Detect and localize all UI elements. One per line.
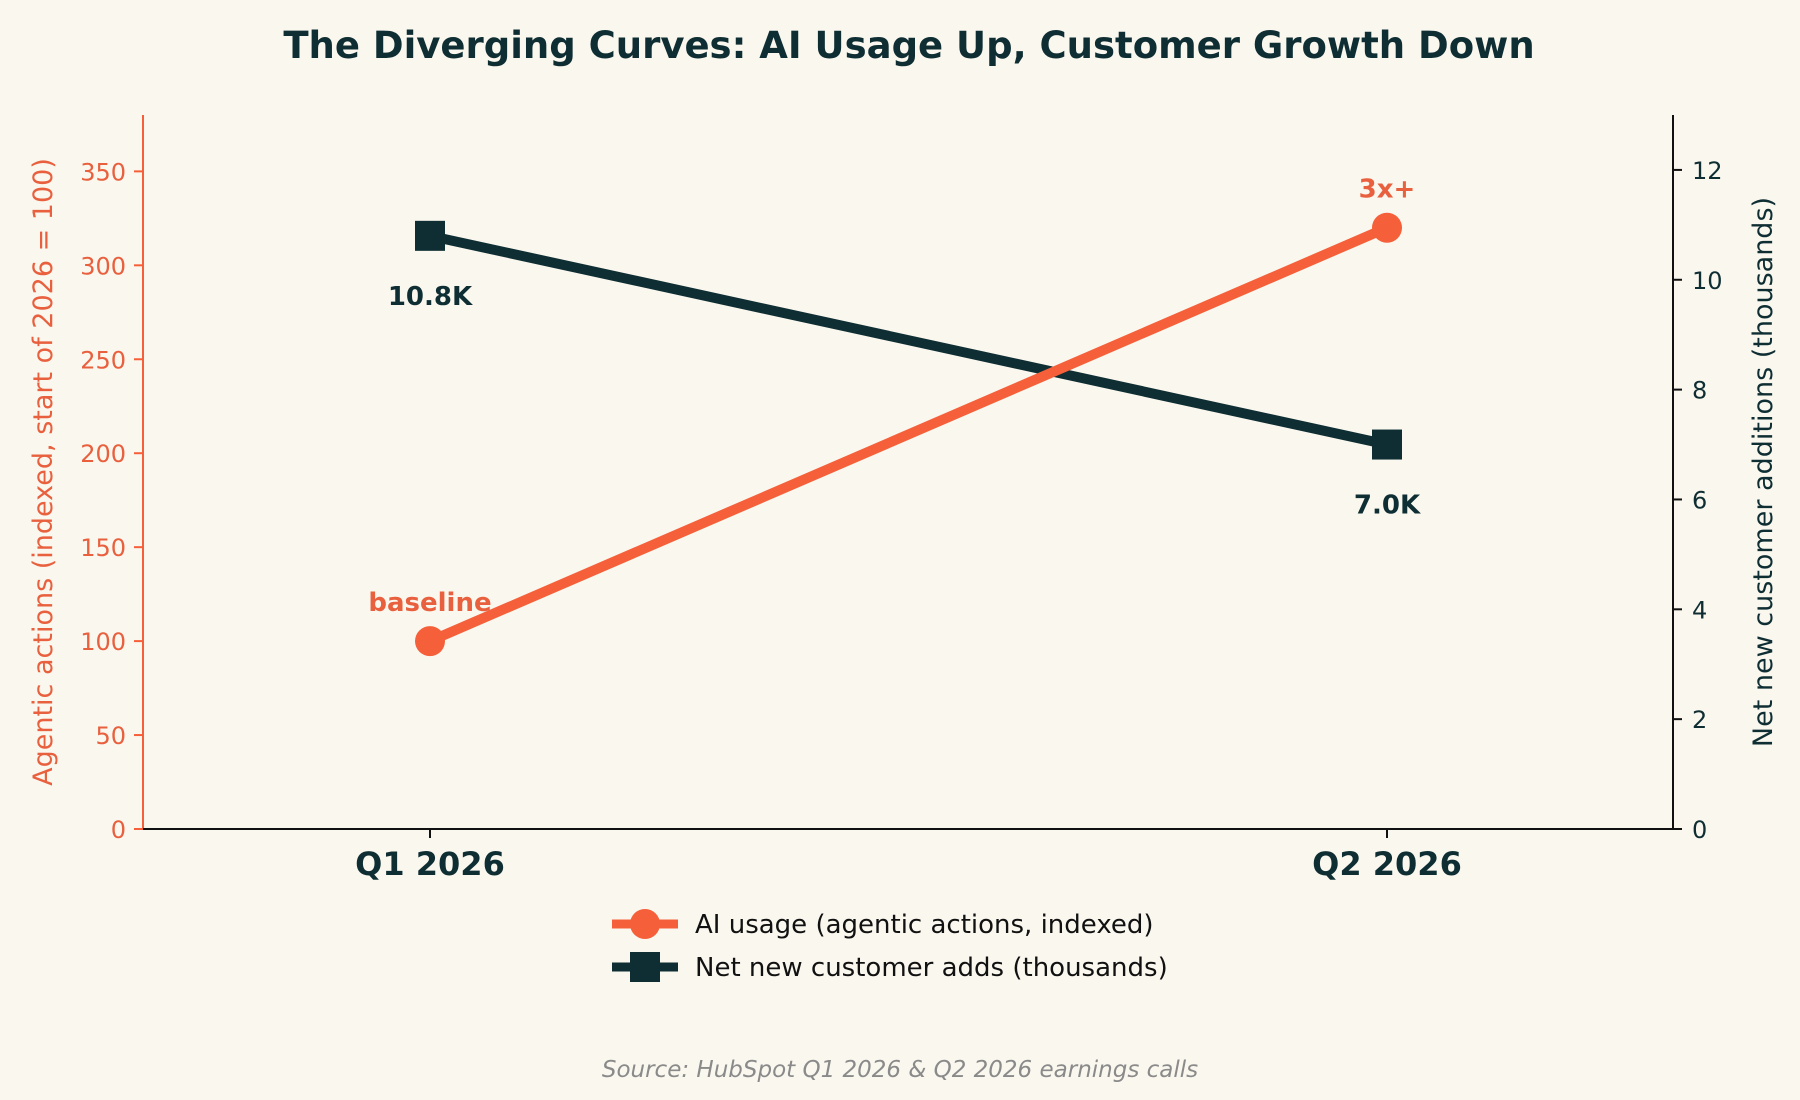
customer-data-label: 10.8K — [388, 282, 473, 312]
left-tick-label: 300 — [80, 252, 126, 280]
customer-data-label: 7.0K — [1354, 491, 1421, 521]
right-tick-label: 10 — [1692, 267, 1723, 295]
legend-customer-marker — [630, 952, 660, 982]
legend: AI usage (agentic actions, indexed) Net n… — [612, 909, 1168, 983]
left-tick-label: 0 — [111, 816, 126, 844]
right-tick-label: 2 — [1692, 706, 1707, 734]
ai-series-line — [425, 222, 1392, 647]
right-tick-label: 12 — [1692, 157, 1723, 185]
x-tick-label: Q1 2026 — [355, 845, 505, 883]
ai-data-label: 3x+ — [1359, 175, 1416, 205]
ai-data-label: baseline — [368, 588, 491, 618]
right-axis-title: Net new customer additions (thousands) — [1748, 197, 1779, 747]
customer-data-point — [1372, 429, 1402, 460]
left-axis-title: Agentic actions (indexed, start of 2026 … — [28, 158, 59, 786]
ai-data-point — [415, 626, 445, 657]
left-tick-label: 350 — [80, 158, 126, 186]
customer-data-point — [415, 220, 445, 251]
right-tick-label: 4 — [1692, 596, 1707, 624]
left-tick-label: 200 — [80, 440, 126, 468]
left-tick-label: 150 — [80, 534, 126, 562]
legend-customer-label: Net new customer adds (thousands) — [695, 953, 1168, 983]
customer-series-line — [428, 230, 1389, 450]
right-tick-label: 6 — [1692, 486, 1707, 514]
chart-title: The Diverging Curves: AI Usage Up, Custo… — [283, 24, 1534, 67]
source-note: Source: HubSpot Q1 2026 & Q2 2026 earnin… — [602, 1057, 1198, 1083]
x-tick-label: Q2 2026 — [1312, 845, 1462, 883]
left-tick-label: 100 — [80, 628, 126, 656]
ai-data-point — [1372, 212, 1402, 243]
right-tick-label: 8 — [1692, 377, 1707, 405]
right-tick-label: 0 — [1692, 816, 1707, 844]
left-tick-label: 50 — [95, 722, 126, 750]
left-tick-label: 250 — [80, 346, 126, 374]
legend-ai-label: AI usage (agentic actions, indexed) — [695, 910, 1154, 940]
legend-ai-marker — [630, 909, 660, 939]
